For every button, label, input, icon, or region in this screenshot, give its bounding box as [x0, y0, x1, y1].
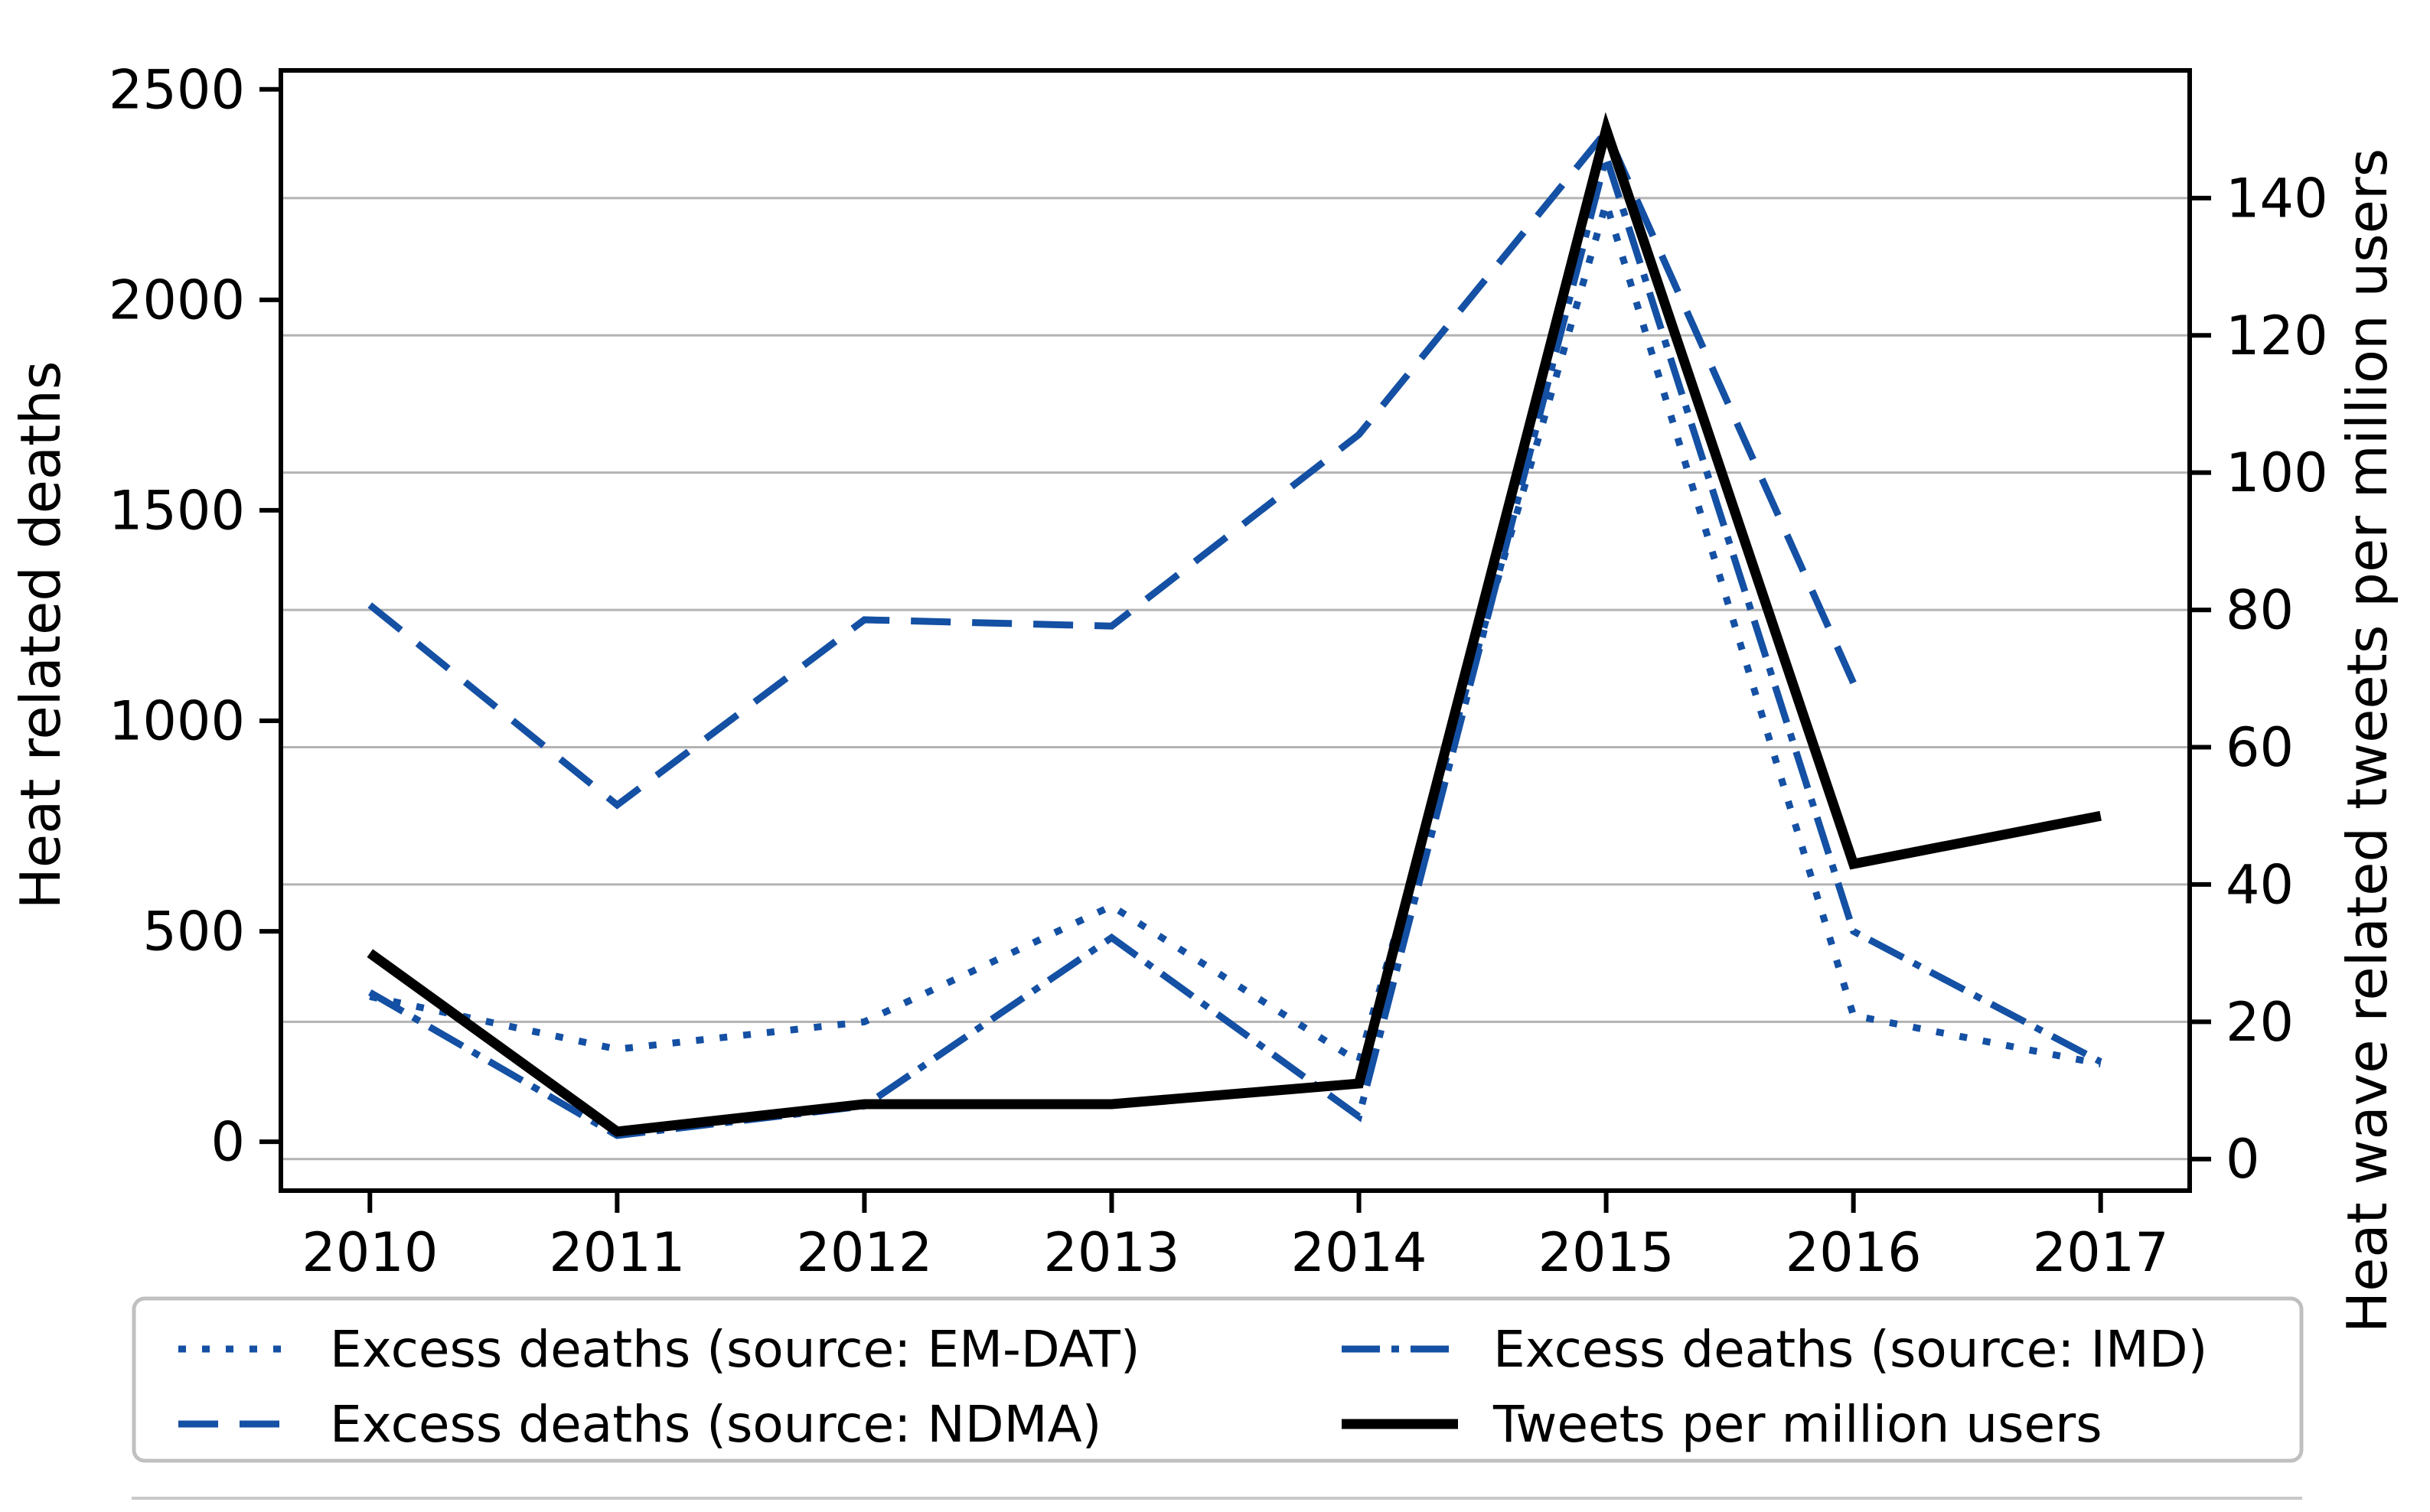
series-line-dashdot [368, 144, 2102, 1139]
y-tick-label-right: 0 [2226, 1128, 2260, 1191]
y-tick-label-left: 1500 [109, 479, 245, 542]
y-tick-label-right: 140 [2226, 167, 2328, 230]
legend-label: Excess deaths (source: EM-DAT) [330, 1320, 1140, 1379]
x-tick-label: 2017 [2033, 1221, 2169, 1284]
y-tick-label-left: 2000 [109, 269, 245, 331]
legend-label: Excess deaths (source: NDMA) [330, 1395, 1101, 1454]
y-axis-left-label: Heat related deaths [8, 361, 73, 910]
x-tick-label: 2010 [302, 1221, 438, 1284]
legend-label: Excess deaths (source: IMD) [1493, 1320, 2207, 1379]
y-axis-right-label: Heat wave related tweets per million use… [2335, 148, 2399, 1333]
series-line-dotted [369, 191, 2102, 1067]
y-tick-label-right: 20 [2226, 991, 2294, 1054]
x-tick-label: 2014 [1290, 1221, 1427, 1284]
x-tick-label: 2011 [549, 1221, 685, 1284]
y-tick-label-right: 80 [2226, 579, 2294, 642]
y-tick-label-right: 120 [2226, 305, 2328, 367]
y-axis-right-ticks: 0 20 40 60 80 100 120 140 [2190, 167, 2328, 1191]
series-line-solid [367, 112, 2102, 1137]
x-tick-label: 2016 [1786, 1221, 1922, 1284]
y-tick-label-right: 40 [2226, 853, 2294, 916]
y-axis-left-ticks: 0 500 1000 1500 2000 2500 [109, 58, 281, 1174]
series-line-dashed [367, 125, 1857, 810]
gridlines [283, 197, 2187, 1161]
x-tick-label: 2013 [1043, 1221, 1179, 1284]
y-tick-label-right: 100 [2226, 442, 2328, 504]
y-tick-label-left: 2500 [109, 58, 245, 121]
legend-label: Tweets per million users [1492, 1395, 2102, 1454]
y-tick-label-right: 60 [2226, 716, 2294, 779]
plot-border [279, 68, 2192, 1193]
x-tick-label: 2012 [796, 1221, 932, 1284]
series-lines [367, 112, 2102, 1139]
x-tick-label: 2015 [1538, 1221, 1675, 1284]
x-axis-ticks: 2010 2011 2012 2013 2014 2015 2016 2017 [302, 1191, 2169, 1284]
y-tick-label-left: 0 [210, 1111, 245, 1174]
legend: Excess deaths (source: EM-DAT) Excess dea… [132, 1296, 2304, 1463]
y-tick-label-left: 500 [142, 901, 245, 963]
y-tick-label-left: 1000 [109, 690, 245, 753]
legend-box [132, 1296, 2304, 1463]
